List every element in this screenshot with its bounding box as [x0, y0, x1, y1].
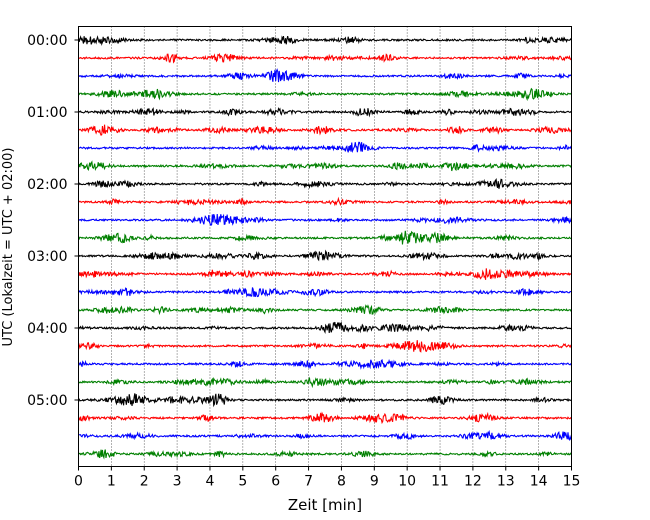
y-axis: 00:00 01:00 02:00 03:00 04:00 05:00: [27, 33, 79, 409]
seismic-trace: [78, 196, 572, 207]
seismic-trace: [78, 141, 572, 154]
y-axis-label: UTC (Lokalzeit = UTC + 02:00): [1, 148, 16, 347]
seismic-trace: [78, 213, 572, 226]
seismic-trace: [78, 68, 572, 83]
seismic-trace: [77, 411, 572, 425]
seismic-trace: [78, 321, 572, 334]
x-axis-label: Zeit [min]: [288, 496, 362, 514]
grid-lines: [111, 26, 539, 467]
seismic-trace: [77, 230, 572, 245]
x-tick-label: 2: [140, 474, 149, 490]
seismic-trace: [77, 340, 572, 353]
x-tick-label: 14: [530, 474, 548, 490]
x-tick-label: 5: [238, 474, 247, 490]
x-tick-label: 4: [206, 474, 215, 490]
y-tick-label: 02:00: [27, 177, 67, 193]
x-tick-label: 3: [173, 474, 182, 490]
seismic-trace: [78, 429, 572, 442]
seismic-trace: [77, 35, 572, 47]
x-tick-label: 1: [107, 474, 116, 490]
seismic-trace: [78, 124, 572, 136]
seismic-trace: [78, 268, 572, 280]
seismic-trace: [78, 249, 572, 262]
x-tick-label: 6: [271, 474, 280, 490]
plot-frame: [78, 26, 572, 467]
seismic-trace: [78, 177, 573, 189]
y-tick-label: 00:00: [27, 33, 67, 49]
x-tick-label: 9: [370, 474, 379, 490]
seismic-trace: [78, 376, 572, 389]
y-tick-label: 01:00: [27, 105, 67, 121]
x-tick-label: 12: [464, 474, 482, 490]
x-tick-label: 10: [398, 474, 416, 490]
y-tick-label: 03:00: [27, 249, 67, 265]
seismic-trace: [78, 304, 572, 316]
seismic-traces: [77, 35, 573, 460]
x-tick-label: 0: [74, 474, 83, 490]
x-tick-label: 7: [304, 474, 313, 490]
y-tick-label: 05:00: [27, 393, 67, 409]
x-axis: 0 1 2 3 4 5 6 7 8 9 10 11 12 13 14 15: [74, 466, 581, 490]
seismic-trace: [78, 287, 572, 298]
x-tick-label: 13: [497, 474, 515, 490]
seismic-trace: [78, 52, 573, 64]
seismic-trace: [78, 449, 573, 460]
seismic-trace: [78, 358, 572, 370]
y-tick-label: 04:00: [27, 321, 67, 337]
seismic-trace: [77, 160, 572, 172]
seismic-trace: [78, 393, 572, 408]
x-tick-label: 8: [337, 474, 346, 490]
seismic-trace: [78, 87, 572, 102]
seismic-trace: [78, 106, 572, 118]
x-tick-label: 15: [563, 474, 581, 490]
x-tick-label: 11: [431, 474, 449, 490]
